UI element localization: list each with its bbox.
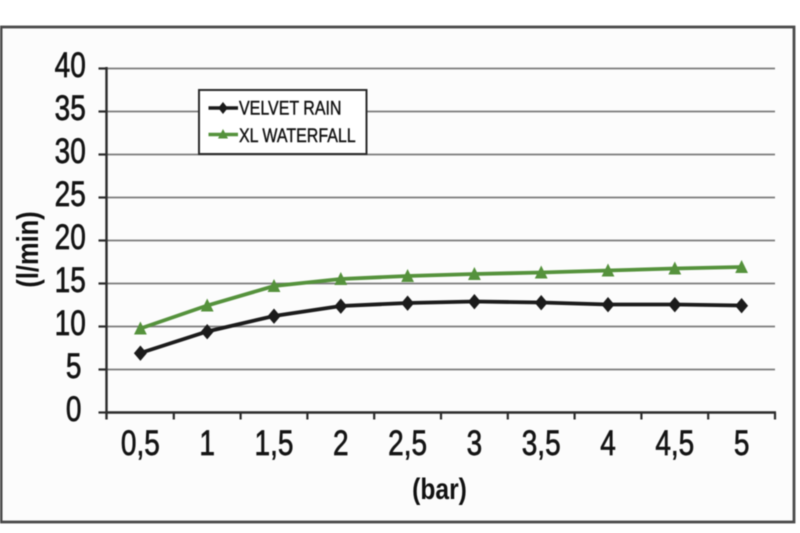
svg-text:3,5: 3,5 xyxy=(522,423,561,463)
svg-text:1,5: 1,5 xyxy=(255,423,294,463)
svg-text:20: 20 xyxy=(55,217,86,257)
svg-text:(bar): (bar) xyxy=(412,472,467,506)
svg-text:3: 3 xyxy=(467,423,483,463)
svg-text:XL WATERFALL: XL WATERFALL xyxy=(239,125,356,147)
svg-text:0,5: 0,5 xyxy=(121,423,160,463)
svg-text:5: 5 xyxy=(66,346,82,386)
svg-text:4,5: 4,5 xyxy=(655,423,694,463)
svg-text:40: 40 xyxy=(55,45,86,85)
svg-text:(l/min): (l/min) xyxy=(11,211,46,287)
svg-text:4: 4 xyxy=(600,423,616,463)
svg-text:1: 1 xyxy=(199,423,215,463)
svg-text:30: 30 xyxy=(55,131,86,171)
svg-text:VELVET RAIN: VELVET RAIN xyxy=(239,97,341,119)
svg-text:10: 10 xyxy=(55,303,86,343)
svg-text:2,5: 2,5 xyxy=(388,423,427,463)
svg-text:25: 25 xyxy=(55,174,86,214)
svg-text:35: 35 xyxy=(55,88,86,128)
svg-text:0: 0 xyxy=(66,389,82,429)
svg-text:2: 2 xyxy=(333,423,349,463)
svg-text:15: 15 xyxy=(55,260,86,300)
svg-text:5: 5 xyxy=(734,423,750,463)
